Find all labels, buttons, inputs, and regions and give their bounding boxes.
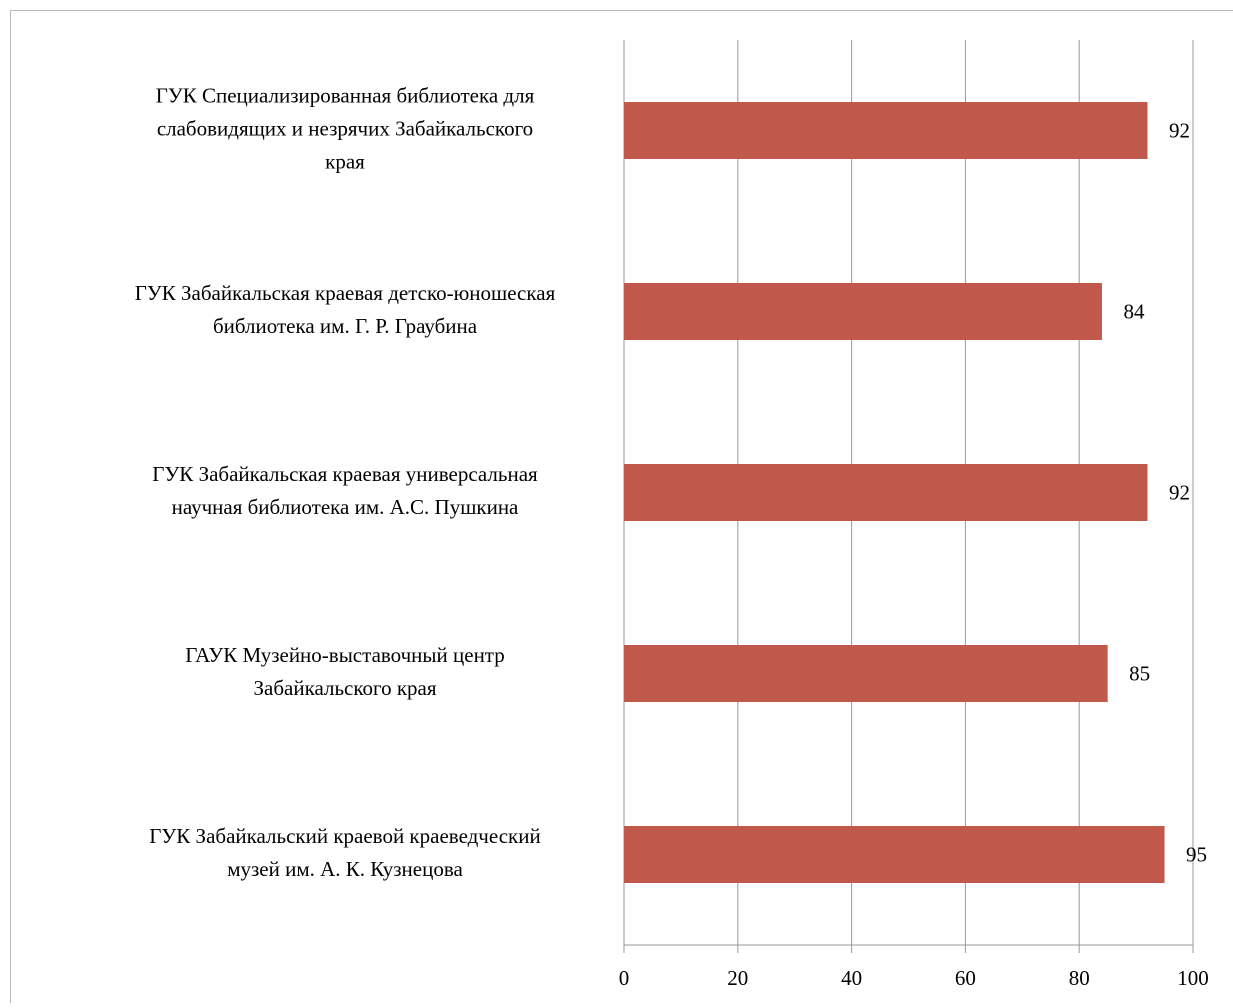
bar [624, 102, 1147, 159]
x-tick-label: 80 [1069, 966, 1090, 990]
y-tick-label: ГАУК Музейно-выставочный центр [185, 643, 505, 667]
bar [624, 826, 1165, 883]
x-tick-label: 40 [841, 966, 862, 990]
value-label: 92 [1169, 480, 1190, 504]
x-tick-label: 0 [619, 966, 630, 990]
bar [624, 283, 1102, 340]
y-tick-label: ГУК Забайкальская краевая универсальная [152, 462, 538, 486]
y-tick-label: слабовидящих и незрячих Забайкальского [157, 116, 533, 140]
x-tick-label: 20 [727, 966, 748, 990]
value-label: 95 [1186, 842, 1207, 866]
y-tick-label: ГУК Специализированная библиотека для [156, 83, 535, 107]
y-tick-label: Забайкальского края [253, 676, 436, 700]
y-tick-label: ГУК Забайкальская краевая детско-юношеск… [135, 281, 556, 305]
value-label: 85 [1129, 661, 1150, 685]
y-tick-label: библиотека им. Г. Р. Граубина [213, 314, 478, 338]
bar [624, 464, 1147, 521]
y-tick-label: научная библиотека им. А.С. Пушкина [172, 495, 519, 519]
y-tick-label: музей им. А. К. Кузнецова [227, 857, 463, 881]
value-label: 92 [1169, 118, 1190, 142]
x-tick-label: 100 [1177, 966, 1209, 990]
bar [624, 645, 1108, 702]
value-label: 84 [1123, 299, 1145, 323]
y-tick-label: края [325, 149, 365, 173]
x-tick-label: 60 [955, 966, 976, 990]
y-tick-label: ГУК Забайкальский краевой краеведческий [149, 824, 540, 848]
